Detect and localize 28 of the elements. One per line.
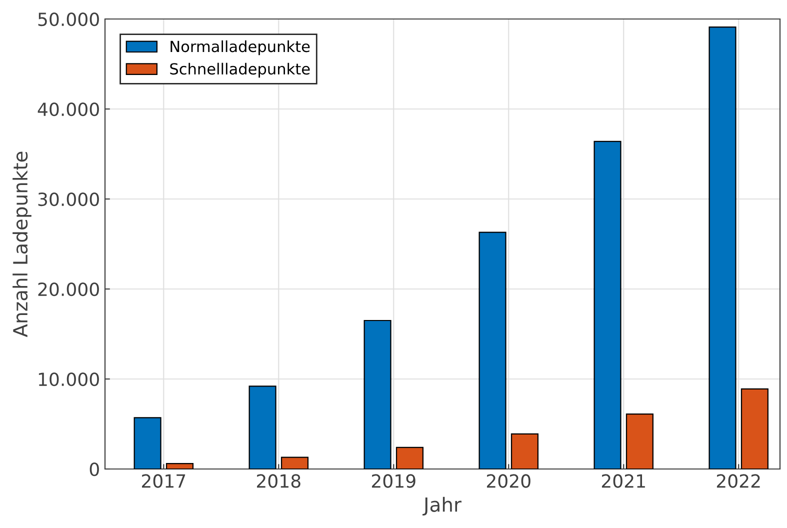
bar [478,232,506,469]
bar [594,140,622,469]
bar [708,26,736,469]
y-axis-title: Anzahl Ladepunkte [12,152,32,338]
y-tick-label: 30.000 [38,192,99,206]
legend-label: Schnellladepunkte [170,62,310,78]
x-tick-label: 2020 [486,474,530,488]
bar [364,320,392,469]
y-tick-label: 0 [90,462,99,476]
bar [248,386,276,469]
bar [396,446,424,469]
y-tick-label: 20.000 [38,282,99,296]
y-tick-label: 50.000 [38,12,99,26]
y-tick-label: 10.000 [38,372,99,386]
x-tick-label: 2022 [716,474,760,488]
x-tick-label: 2021 [602,474,645,488]
bar [166,463,194,469]
x-tick-label: 2019 [372,474,416,488]
y-tick-label: 40.000 [38,102,99,116]
x-tick-label: 2018 [256,474,300,488]
bar [740,388,768,469]
bar [626,414,654,469]
bar [280,456,309,469]
bar [134,417,162,469]
bar [510,433,538,469]
x-axis-title: Jahr [422,496,462,516]
legend-label: Normalladepunkte [170,40,310,56]
x-tick-label: 2017 [142,474,186,488]
